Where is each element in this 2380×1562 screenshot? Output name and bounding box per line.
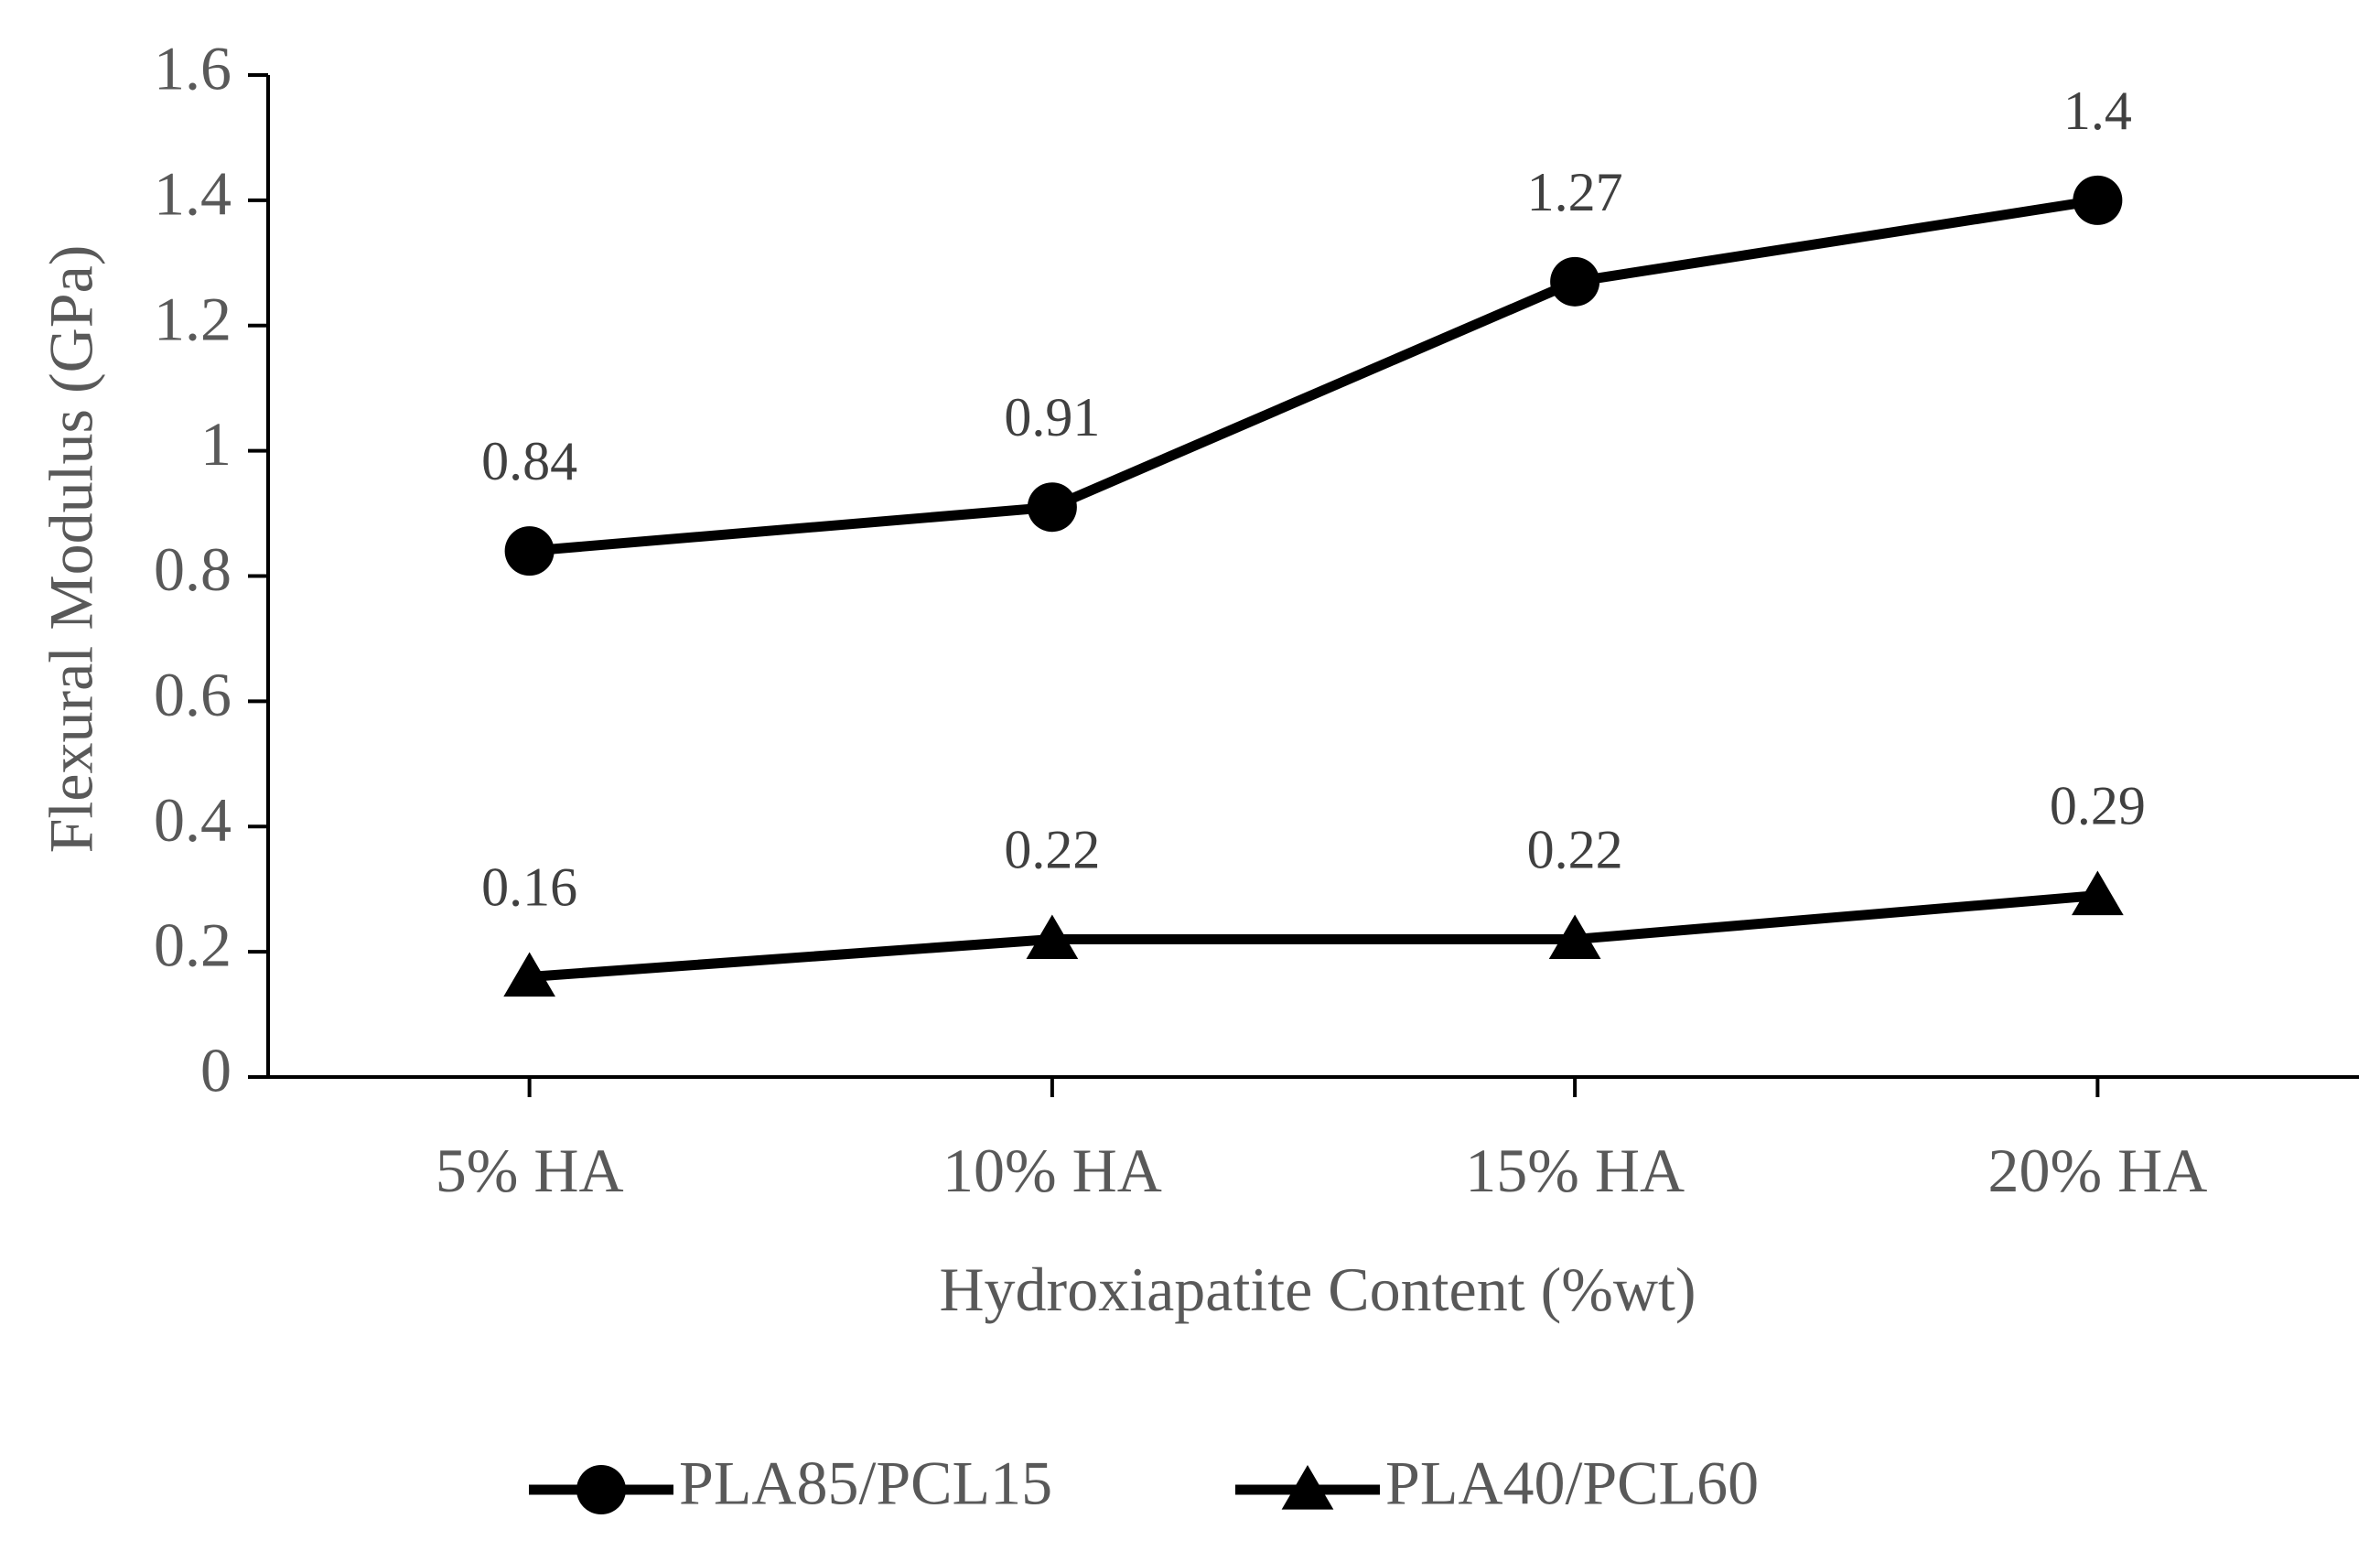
y-tick-label: 1.6 — [154, 34, 232, 103]
data-label: 0.84 — [481, 431, 577, 491]
y-tick-label: 1 — [200, 409, 232, 479]
data-label: 0.91 — [1004, 387, 1100, 447]
legend-entry: PLA40/PCL60 — [1235, 1449, 1759, 1518]
data-point-marker — [2073, 175, 2123, 225]
data-label: 0.22 — [1004, 819, 1100, 879]
axes — [248, 73, 2359, 1097]
series-lines — [503, 175, 2124, 997]
y-tick-label: 0.2 — [154, 910, 232, 980]
x-tick-label: 5% HA — [436, 1136, 624, 1205]
series-line — [529, 195, 2099, 556]
data-label: 1.4 — [2063, 81, 2132, 141]
tick-labels: 0 0.2 0.4 0.6 0.8 1 1.2 1.4 1.6 5% HA 10% HA 15% HA… — [154, 34, 2207, 1205]
legend-entry: PLA85/PCL15 — [529, 1449, 1052, 1518]
data-point-marker — [1548, 914, 1601, 960]
legend-marker — [1281, 1465, 1334, 1510]
y-tick-label: 0 — [200, 1036, 232, 1105]
data-point-marker — [1026, 914, 1079, 960]
y-axis-title: Flexural Modulus (GPa) — [37, 245, 106, 854]
y-tick-label: 1.4 — [154, 158, 232, 228]
legend-label: PLA85/PCL15 — [679, 1449, 1052, 1518]
x-tick-label: 10% HA — [942, 1136, 1162, 1205]
legend-label: PLA40/PCL60 — [1385, 1449, 1759, 1518]
data-label: 0.22 — [1527, 819, 1623, 879]
data-point-marker — [1027, 482, 1077, 533]
data-point-marker — [1550, 256, 1600, 307]
data-label: 0.29 — [2050, 776, 2146, 836]
y-tick-label: 1.2 — [154, 284, 232, 353]
series-pla85-pcl15 — [504, 175, 2123, 576]
y-tick-label: 0.8 — [154, 534, 232, 604]
legend-marker — [576, 1465, 626, 1514]
data-point-marker — [504, 526, 555, 576]
legend: PLA85/PCL15 PLA40/PCL60 — [529, 1449, 1759, 1518]
x-tick-label: 20% HA — [1987, 1136, 2207, 1205]
x-axis-title: Hydroxiapatite Content (%wt) — [939, 1255, 1696, 1324]
data-point-marker — [2072, 870, 2124, 916]
data-point-marker — [503, 952, 555, 997]
data-label: 1.27 — [1527, 162, 1623, 222]
series-pla40-pcl60 — [503, 870, 2124, 997]
x-tick-label: 15% HA — [1465, 1136, 1685, 1205]
y-tick-label: 0.6 — [154, 660, 232, 729]
data-labels: 0.84 0.91 1.27 1.4 0.16 0.22 0.22 0.29 — [481, 81, 2146, 918]
series-line — [529, 890, 2098, 982]
y-tick-label: 0.4 — [154, 785, 232, 855]
data-label: 0.16 — [481, 857, 577, 918]
